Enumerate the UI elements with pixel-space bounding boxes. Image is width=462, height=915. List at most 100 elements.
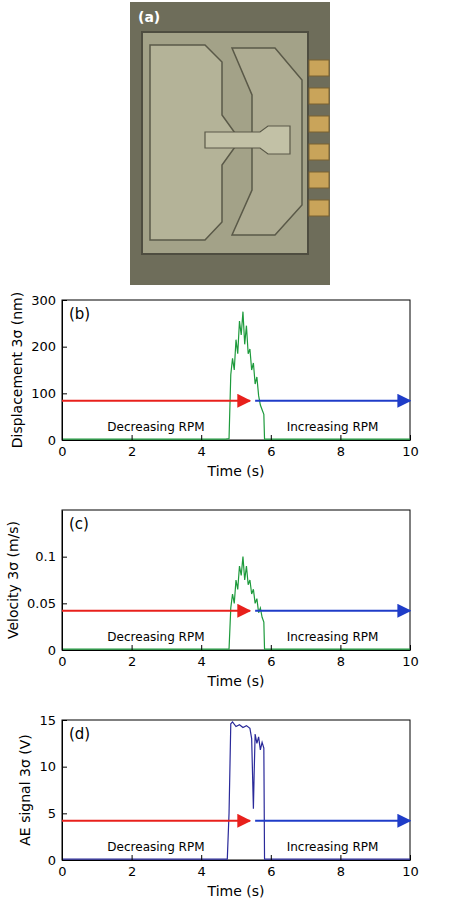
plot-frame [62, 510, 410, 650]
x-tick-mark [201, 645, 202, 650]
x-tick-mark [271, 855, 272, 860]
y-tick-label: 100 [31, 386, 56, 401]
y-tick: 0 [48, 433, 67, 448]
x-tick-mark [340, 435, 341, 440]
data-line [62, 557, 410, 649]
x-tick-label: 6 [267, 654, 275, 669]
x-tick-label: 10 [402, 864, 419, 879]
panel-letter: (c) [69, 515, 89, 533]
x-tick: 10 [402, 645, 419, 669]
x-tick: 8 [337, 645, 345, 669]
y-tick: 0 [48, 853, 67, 868]
x-tick-label: 10 [402, 654, 419, 669]
x-tick-label: 8 [337, 444, 345, 459]
y-tick-mark [62, 813, 67, 814]
y-tick: 5 [48, 806, 67, 821]
x-tick-mark [132, 435, 133, 440]
y-tick-mark [62, 767, 67, 768]
y-tick-mark [62, 860, 67, 861]
y-tick-mark [62, 650, 67, 651]
chart-panel: 024681000.050.1Time (s)Velocity 3σ (m/s)… [5, 510, 419, 689]
y-axis: 00.050.1 [27, 511, 67, 658]
bond-pad [309, 144, 329, 160]
y-axis-line [62, 301, 63, 441]
x-tick-label: 4 [198, 654, 206, 669]
y-tick-mark [62, 300, 67, 301]
annotation-arrow [255, 820, 410, 822]
y-tick-label: 5 [48, 806, 56, 821]
x-tick-label: 8 [337, 864, 345, 879]
y-tick-label: 0 [48, 433, 56, 448]
annotation-arrow [62, 610, 250, 612]
x-tick: 4 [198, 435, 206, 459]
photo: (a) [130, 2, 330, 285]
annotation-text: Decreasing RPM [107, 840, 204, 854]
x-axis: 0 2 4 6 8 10 [58, 645, 418, 669]
plot-area [62, 312, 410, 439]
x-tick-label: 4 [198, 864, 206, 879]
x-tick-mark [271, 645, 272, 650]
panel-letter: (b) [69, 305, 90, 323]
x-axis-title: Time (s) [207, 463, 265, 479]
y-tick: 0.1 [35, 549, 67, 564]
x-axis-line [63, 650, 411, 651]
y-tick-mark [62, 603, 67, 604]
x-tick-label: 10 [402, 444, 419, 459]
data-line [62, 312, 410, 439]
annotation-text: Increasing RPM [287, 630, 379, 644]
plot-frame [62, 720, 410, 860]
x-tick-mark [410, 855, 411, 860]
annotation-arrow [255, 610, 410, 612]
x-tick-mark [340, 645, 341, 650]
x-tick: 6 [267, 645, 275, 669]
x-axis: 0 2 4 6 8 10 [58, 435, 418, 459]
x-tick: 10 [402, 855, 419, 879]
y-tick-mark [62, 347, 67, 348]
x-axis-line [63, 860, 411, 861]
x-tick-label: 0 [58, 444, 66, 459]
x-axis: 0 2 4 6 8 10 [58, 855, 418, 879]
chart-panel: 02468100100200300Time (s)Displacement 3σ… [9, 292, 419, 479]
x-tick-label: 4 [198, 444, 206, 459]
x-axis-title: Time (s) [207, 883, 265, 899]
x-tick-label: 2 [128, 864, 136, 879]
y-tick-mark [62, 557, 67, 558]
annotation-text: Increasing RPM [287, 420, 379, 434]
y-tick: 10 [39, 759, 67, 774]
y-axis-title: AE signal 3σ (V) [17, 734, 33, 845]
x-tick-mark [201, 435, 202, 440]
x-tick-label: 6 [267, 444, 275, 459]
x-tick-mark [340, 855, 341, 860]
annotation-arrow [255, 400, 410, 402]
annotation-arrow [62, 820, 250, 822]
y-tick-label: 10 [39, 759, 56, 774]
x-tick-label: 2 [128, 444, 136, 459]
x-tick-label: 0 [58, 654, 66, 669]
x-tick: 6 [267, 855, 275, 879]
x-tick: 2 [128, 645, 136, 669]
y-tick: 0.05 [27, 596, 67, 611]
annotation-text: Decreasing RPM [107, 420, 204, 434]
y-tick-mark [62, 440, 67, 441]
plot-area [62, 557, 410, 649]
bond-pad [309, 200, 329, 216]
y-axis: 0100200300 [31, 293, 67, 448]
x-tick: 8 [337, 855, 345, 879]
plot-frame [62, 300, 410, 440]
y-tick: 15 [39, 713, 67, 728]
y-tick-label: 15 [39, 713, 56, 728]
x-tick-mark [132, 645, 133, 650]
y-axis-line [62, 721, 63, 861]
x-tick-mark [132, 855, 133, 860]
x-tick-label: 0 [58, 864, 66, 879]
y-tick-label: 300 [31, 293, 56, 308]
y-tick-label: 0.1 [35, 549, 56, 564]
y-tick-mark [62, 393, 67, 394]
chip-body [142, 32, 308, 254]
annotation-arrow [62, 400, 250, 402]
x-tick-mark [201, 855, 202, 860]
x-tick: 6 [267, 435, 275, 459]
x-tick-mark [410, 435, 411, 440]
x-tick: 4 [198, 645, 206, 669]
y-axis-line [62, 511, 63, 651]
